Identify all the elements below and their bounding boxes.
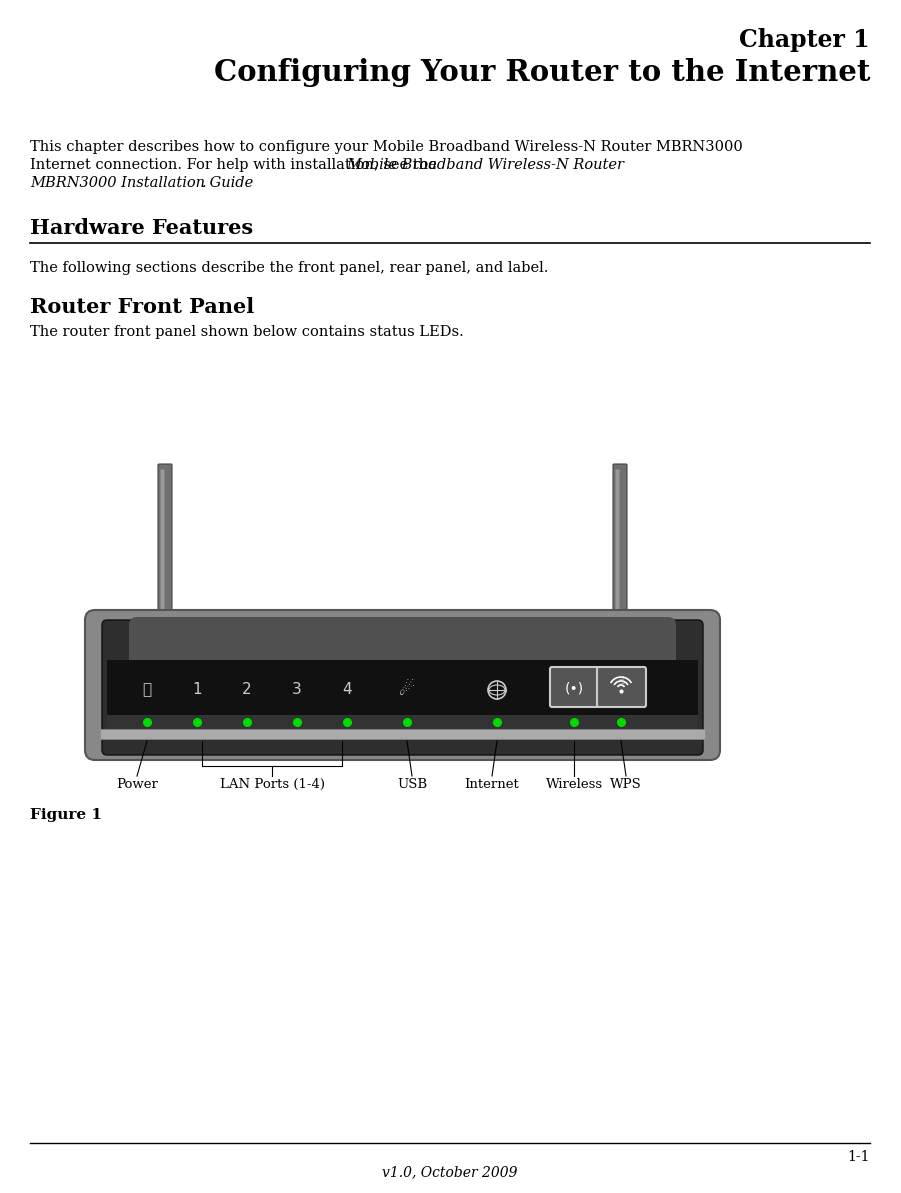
- Text: Chapter 1: Chapter 1: [740, 27, 870, 52]
- Text: (•): (•): [564, 681, 584, 696]
- Text: Figure 1: Figure 1: [30, 808, 102, 822]
- Text: 3: 3: [292, 682, 302, 698]
- FancyBboxPatch shape: [85, 610, 720, 760]
- FancyBboxPatch shape: [102, 620, 703, 755]
- Bar: [100, 729, 705, 738]
- Text: Internet connection. For help with installation, see the: Internet connection. For help with insta…: [30, 157, 441, 172]
- Text: Power: Power: [116, 778, 158, 791]
- Text: 4: 4: [342, 682, 351, 698]
- Text: LAN Ports (1-4): LAN Ports (1-4): [220, 778, 324, 791]
- Text: 2: 2: [242, 682, 251, 698]
- Text: 1: 1: [192, 682, 202, 698]
- Text: The following sections describe the front panel, rear panel, and label.: The following sections describe the fron…: [30, 261, 549, 276]
- Bar: [107, 715, 698, 729]
- Text: Configuring Your Router to the Internet: Configuring Your Router to the Internet: [214, 58, 870, 87]
- Text: ⏻: ⏻: [142, 682, 151, 698]
- Text: The router front panel shown below contains status LEDs.: The router front panel shown below conta…: [30, 324, 464, 339]
- Bar: [107, 660, 698, 715]
- Text: ☄: ☄: [399, 681, 415, 699]
- Text: MBRN3000 Installation Guide: MBRN3000 Installation Guide: [30, 177, 253, 190]
- Text: v1.0, October 2009: v1.0, October 2009: [382, 1166, 518, 1179]
- Text: USB: USB: [397, 778, 427, 791]
- Text: Wireless: Wireless: [545, 778, 603, 791]
- Text: ☝: ☝: [618, 676, 624, 686]
- Text: WPS: WPS: [610, 778, 642, 791]
- Text: Mobile Broadband Wireless-N Router: Mobile Broadband Wireless-N Router: [346, 157, 624, 172]
- Text: Internet: Internet: [465, 778, 519, 791]
- FancyBboxPatch shape: [597, 667, 646, 707]
- FancyBboxPatch shape: [129, 617, 676, 668]
- Text: 1-1: 1-1: [848, 1150, 870, 1164]
- FancyBboxPatch shape: [613, 464, 627, 666]
- Text: This chapter describes how to configure your Mobile Broadband Wireless-N Router : This chapter describes how to configure …: [30, 140, 742, 154]
- Text: Hardware Features: Hardware Features: [30, 218, 253, 237]
- FancyBboxPatch shape: [158, 464, 172, 666]
- FancyBboxPatch shape: [550, 667, 599, 707]
- FancyBboxPatch shape: [615, 470, 620, 655]
- Text: Router Front Panel: Router Front Panel: [30, 297, 254, 317]
- Text: .: .: [202, 177, 206, 190]
- FancyBboxPatch shape: [160, 470, 165, 655]
